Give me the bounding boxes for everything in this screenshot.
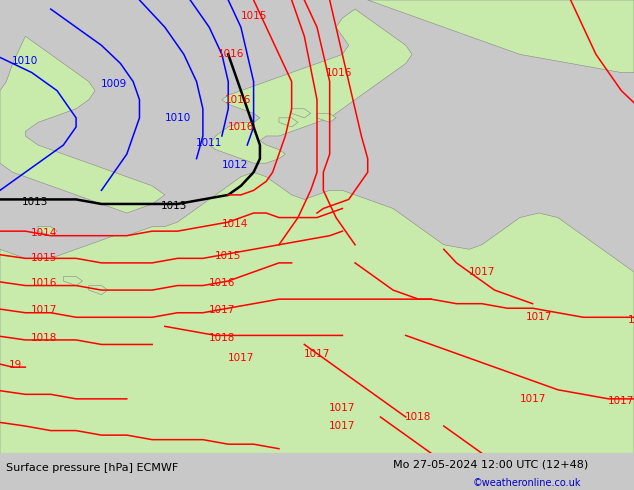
Text: 1013: 1013 — [161, 201, 188, 211]
Text: 1014: 1014 — [221, 220, 248, 229]
Text: 1016: 1016 — [218, 49, 245, 59]
Text: 1016: 1016 — [326, 68, 353, 77]
Text: 1015: 1015 — [31, 253, 58, 263]
Text: 1017: 1017 — [608, 396, 634, 406]
Text: 1011: 1011 — [196, 138, 223, 148]
Text: 1017: 1017 — [228, 353, 254, 363]
Text: 1016: 1016 — [31, 278, 58, 288]
Text: 1017: 1017 — [469, 267, 495, 277]
Text: 1010: 1010 — [164, 113, 191, 123]
Text: ©weatheronline.co.uk: ©weatheronline.co.uk — [472, 478, 581, 489]
Text: 1017: 1017 — [31, 305, 58, 316]
Text: 10: 10 — [628, 315, 634, 324]
Text: 1015: 1015 — [215, 251, 242, 261]
Text: 1016: 1016 — [209, 278, 235, 288]
Text: 1015: 1015 — [240, 11, 267, 21]
Text: 1017: 1017 — [519, 394, 546, 404]
Text: 1014: 1014 — [31, 228, 58, 239]
Text: 1012: 1012 — [221, 160, 248, 171]
Text: 1017: 1017 — [526, 312, 552, 322]
Text: 1009: 1009 — [101, 79, 127, 89]
Text: 1013: 1013 — [22, 196, 48, 207]
Text: 1018: 1018 — [31, 333, 58, 343]
Text: 1017: 1017 — [209, 305, 235, 316]
Text: 1010: 1010 — [12, 56, 39, 66]
Text: 1017: 1017 — [304, 348, 330, 359]
Text: 1016: 1016 — [224, 95, 251, 105]
Text: 1018: 1018 — [209, 333, 235, 343]
Text: 1018: 1018 — [405, 412, 432, 422]
Text: 1016: 1016 — [228, 122, 254, 132]
Text: Mo 27-05-2024 12:00 UTC (12+48): Mo 27-05-2024 12:00 UTC (12+48) — [393, 459, 588, 469]
Text: 1017: 1017 — [329, 403, 356, 413]
Text: 1017: 1017 — [329, 421, 356, 431]
Text: 19: 19 — [10, 360, 22, 370]
Text: Surface pressure [hPa] ECMWF: Surface pressure [hPa] ECMWF — [6, 463, 179, 473]
